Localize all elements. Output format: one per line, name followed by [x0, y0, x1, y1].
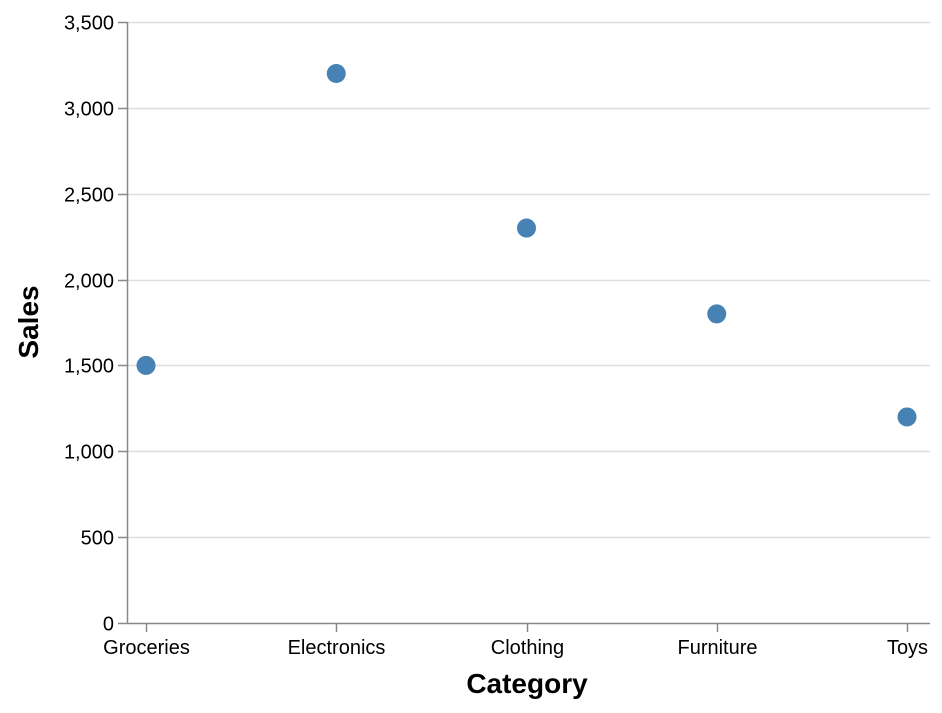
x-tick-label: Groceries: [103, 637, 190, 659]
data-point-electronics[interactable]: [326, 64, 346, 84]
x-tick-label: Furniture: [677, 637, 757, 659]
y-tick-label: 500: [81, 528, 114, 550]
data-point-groceries[interactable]: [136, 355, 156, 375]
data-point-furniture[interactable]: [707, 304, 727, 324]
x-tick-label: Clothing: [491, 637, 564, 659]
x-tick-label: Toys: [887, 637, 928, 659]
y-tick-label: 3,000: [64, 99, 114, 121]
gridlines: [127, 21, 930, 539]
data-points: [136, 64, 917, 427]
y-tick-label: 1,500: [64, 356, 114, 378]
y-tick-label: 2,000: [64, 271, 114, 293]
x-axis-title: Category: [466, 668, 588, 699]
y-tick-label: 3,500: [64, 13, 114, 35]
data-point-clothing[interactable]: [517, 218, 536, 238]
y-axis-title: Sales: [13, 285, 44, 358]
x-axis-ticks: Groceries Electronics Clothing Furniture Toy…: [103, 623, 928, 659]
y-tick-label: 2,500: [64, 185, 114, 207]
axes: [126, 22, 930, 625]
data-point-toys[interactable]: [897, 407, 917, 427]
y-tick-label: 1,000: [64, 442, 114, 464]
y-axis-ticks: 0 500 1,000 1,500 2,000 2,500 3,000 3,500: [64, 13, 127, 636]
x-tick-label: Electronics: [288, 637, 386, 659]
y-tick-label: 0: [103, 614, 114, 636]
